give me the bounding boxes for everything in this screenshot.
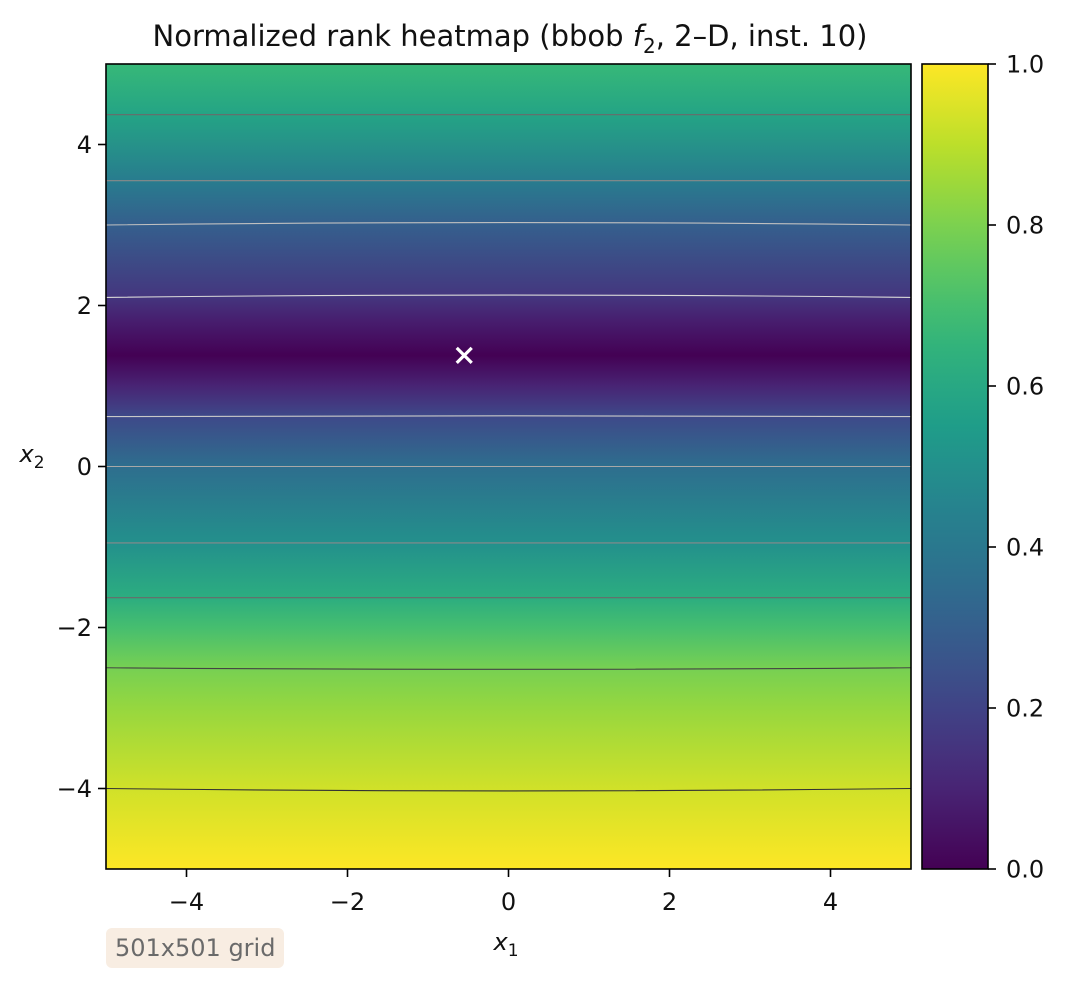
y-axis-ticks: −4 −2 0 2 4: [57, 131, 106, 803]
x-tick-label: −2: [330, 888, 365, 916]
y-axis-label: x2: [18, 440, 44, 473]
colorbar-tick-label: 0.6: [1006, 373, 1044, 401]
contour-line-5: [105, 415, 912, 418]
y-tick-label: −2: [57, 614, 92, 642]
y-tick-label: 2: [77, 292, 92, 320]
contour-line-7: [105, 222, 912, 226]
y-tick-label: −4: [57, 775, 92, 803]
colorbar-tick-label: 0.8: [1006, 212, 1044, 240]
plot-area: −4 −2 0 2 4 −4 −2 0 2 4: [57, 63, 912, 916]
x-tick-label: 0: [501, 888, 516, 916]
colorbar-tick-label: 1.0: [1006, 51, 1044, 79]
colorbar-tick-label: 0.0: [1006, 856, 1044, 884]
contour-line-1: [105, 667, 912, 670]
contour-lines: [105, 114, 912, 792]
optimum-marker: [455, 346, 473, 365]
x-tick-label: 4: [823, 888, 838, 916]
colorbar: 0.0 0.2 0.4 0.6 0.8 1.0: [921, 51, 1044, 884]
chart-title: Normalized rank heatmap (bbob f2, 2–D, i…: [153, 19, 868, 58]
contour-line-6: [105, 294, 912, 298]
y-tick-label: 0: [77, 453, 92, 481]
x-axis-label: x1: [492, 928, 518, 961]
grid-size-badge: 501x501 grid: [106, 928, 285, 968]
colorbar-tick-label: 0.4: [1006, 534, 1044, 562]
optimum-marker-cross: [455, 346, 473, 365]
y-tick-label: 4: [77, 131, 92, 159]
colorbar-gradient: [922, 64, 988, 869]
x-tick-label: −4: [169, 888, 204, 916]
contour-line-0: [105, 787, 912, 792]
colorbar-frame: [921, 63, 989, 870]
x-axis-ticks: −4 −2 0 2 4: [169, 869, 838, 916]
colorbar-tick-label: 0.2: [1006, 695, 1044, 723]
x-tick-label: 2: [662, 888, 677, 916]
colorbar-ticks: 0.0 0.2 0.4 0.6 0.8 1.0: [988, 51, 1044, 884]
